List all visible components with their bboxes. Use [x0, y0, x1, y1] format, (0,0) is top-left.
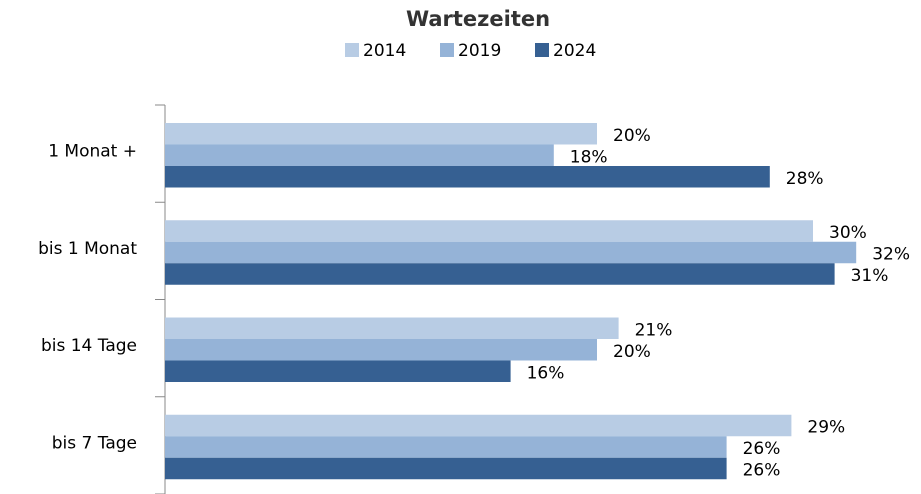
- data-label: 32%: [872, 245, 910, 265]
- legend-label: 2019: [458, 41, 501, 61]
- data-label: 20%: [613, 342, 651, 362]
- bar: [165, 457, 727, 480]
- bar: [165, 166, 770, 188]
- bar: [165, 220, 813, 242]
- legend-label: 2014: [363, 41, 406, 61]
- data-label: 29%: [807, 418, 845, 438]
- y-tick-label: bis 14 Tage: [41, 336, 137, 356]
- y-tick-label: 1 Monat +: [48, 142, 137, 162]
- legend-swatch: [535, 43, 549, 57]
- bar: [165, 241, 857, 264]
- data-label: 18%: [570, 147, 608, 167]
- bar: [165, 339, 597, 361]
- data-label: 30%: [829, 223, 867, 243]
- data-label: 20%: [613, 126, 651, 146]
- bar: [165, 436, 727, 458]
- bar: [165, 317, 619, 339]
- chart-title: Wartezeiten: [406, 7, 550, 31]
- legend-label: 2024: [553, 41, 596, 61]
- bar: [165, 263, 835, 285]
- data-label: 26%: [743, 461, 781, 481]
- legend-swatch: [345, 43, 359, 57]
- bar: [165, 360, 511, 382]
- data-label: 26%: [743, 439, 781, 459]
- legend-swatch: [440, 43, 454, 57]
- bar: [165, 414, 792, 437]
- data-label: 21%: [635, 320, 673, 340]
- bar: [165, 123, 597, 145]
- bar: [165, 144, 554, 166]
- y-tick-label: bis 1 Monat: [38, 239, 137, 259]
- data-label: 31%: [851, 266, 889, 286]
- data-label: 28%: [786, 169, 824, 189]
- data-label: 16%: [527, 363, 565, 383]
- y-tick-label: bis 7 Tage: [52, 433, 137, 453]
